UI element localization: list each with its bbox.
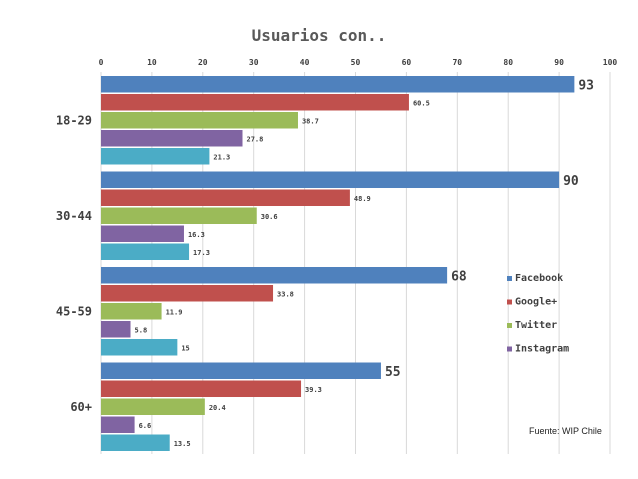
x-tick-label: 70 [452,58,462,67]
bar [101,380,302,397]
x-tick-label: 60 [402,58,412,67]
x-tick-label: 50 [351,58,361,67]
data-label: 33.8 [277,290,294,298]
x-tick-label: 10 [147,58,157,67]
legend-swatch [507,323,512,328]
data-label: 93 [578,78,594,93]
bar [101,339,178,356]
x-tick-label: 0 [99,58,104,67]
x-tick-label: 100 [603,58,618,67]
data-label: 30.6 [261,213,278,221]
chart-title: Usuarios con.. [252,26,387,45]
legend-swatch [507,346,512,352]
category-label: 30-44 [56,209,92,223]
data-label: 21.3 [213,153,230,161]
bar [101,267,448,284]
data-label: 38.7 [302,117,319,125]
legend-label: Google+ [515,297,557,308]
legend-swatch [507,299,512,305]
data-label: 55 [385,365,401,380]
data-label: 90 [563,174,579,189]
bar [101,285,274,302]
bar [101,398,205,415]
data-label: 68 [451,269,467,284]
bar [101,207,257,224]
data-label: 27.8 [247,135,264,143]
legend-label: Twitter [515,319,557,331]
category-labels: 18-29 30-44 45-59 60+ [56,113,92,414]
category-label: 60+ [70,400,92,414]
data-label: 6.6 [139,422,152,430]
category-label: 18-29 [56,113,92,127]
data-label: 39.3 [305,386,322,394]
bar [101,434,170,451]
bar [101,321,131,338]
data-label: 20.4 [209,404,226,412]
bar [101,225,184,242]
bars [101,76,575,451]
data-label: 60.5 [413,99,430,107]
x-tick-label: 80 [503,58,513,67]
x-axis-ticks: 0 10 20 30 40 50 60 70 80 90 100 [99,58,618,67]
legend: Facebook Google+ Twitter Instagram [507,273,569,355]
data-label: 17.3 [193,249,210,257]
legend-label: Facebook [515,273,563,284]
x-tick-label: 40 [300,58,310,67]
data-label: 13.5 [174,440,191,448]
legend-swatch [507,276,512,281]
bar [101,243,190,260]
bar [101,112,298,129]
bar [101,189,350,206]
bar [101,416,135,433]
x-tick-label: 20 [198,58,208,67]
x-tick-label: 90 [554,58,564,67]
data-labels: 93 60.5 38.7 27.8 21.3 90 48.9 30.6 16.3 17.3 68 33… [135,78,595,448]
data-label: 16.3 [188,231,205,239]
bar [101,362,381,379]
bar [101,303,162,320]
bar [101,94,409,111]
bar [101,130,243,147]
data-label: 5.8 [135,326,148,334]
data-label: 48.9 [354,195,371,203]
data-label: 15 [181,344,189,352]
x-tick-label: 30 [249,58,259,67]
legend-label: Instagram [515,344,569,355]
source-note: Fuente: WIP Chile [529,426,602,436]
bar [101,171,560,188]
category-label: 45-59 [56,304,92,318]
data-label: 11.9 [166,308,183,316]
bar [101,148,210,165]
bar [101,76,575,93]
